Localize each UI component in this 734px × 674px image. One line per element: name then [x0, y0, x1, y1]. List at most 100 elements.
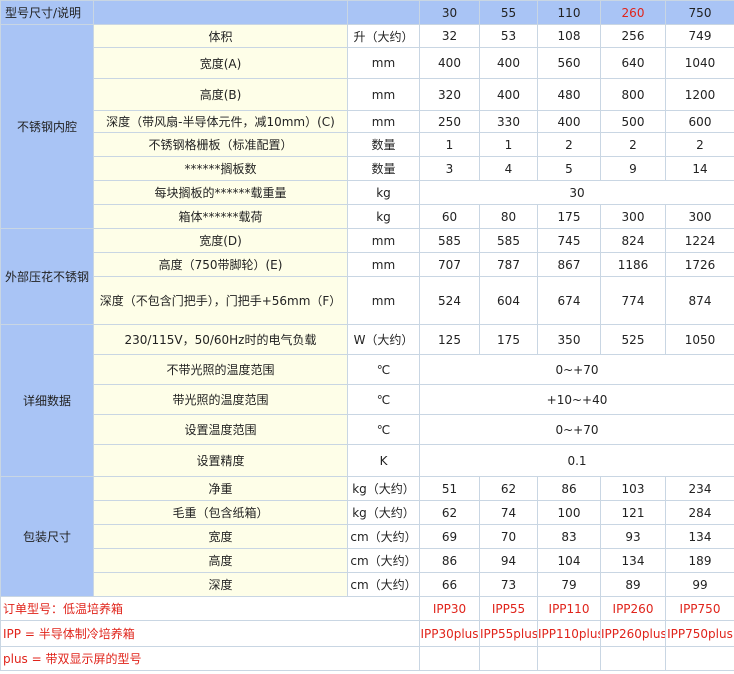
- model-header: 55: [479, 0, 538, 25]
- spec-value: 745: [537, 228, 601, 253]
- group-label: 详细数据: [0, 324, 94, 477]
- order-model: IPP260plus: [600, 620, 666, 647]
- spec-row: 宽度(A) mm 400 400 560 640 1040: [1, 47, 734, 79]
- spec-value: 250: [419, 110, 480, 133]
- spec-value: 1726: [665, 252, 734, 277]
- spec-unit: ℃: [347, 414, 420, 445]
- spec-unit: mm: [347, 78, 420, 111]
- spec-value: 400: [479, 78, 538, 111]
- spec-value: 525: [600, 324, 666, 355]
- spec-unit: ℃: [347, 384, 420, 415]
- spec-label: 箱体******载荷: [93, 204, 348, 229]
- spec-label: 毛重（包含纸箱）: [93, 500, 348, 525]
- order-model: IPP55plus: [479, 620, 538, 647]
- spec-label: 带光照的温度范围: [93, 384, 348, 415]
- spec-value: 66: [419, 572, 480, 597]
- spec-row: 高度(B) mm 320 400 480 800 1200: [1, 78, 734, 111]
- spec-unit: 数量: [347, 156, 420, 181]
- spec-value: 32: [419, 24, 480, 48]
- order-model: [419, 646, 480, 671]
- spec-label: 每块搁板的******载重量: [93, 180, 348, 205]
- spec-value: 1200: [665, 78, 734, 111]
- spec-value: 14: [665, 156, 734, 181]
- order-row: 订单型号：低温培养箱 IPP30 IPP55 IPP110 IPP260 IPP750: [0, 596, 734, 621]
- spec-value: 134: [600, 548, 666, 573]
- spec-value: 53: [479, 24, 538, 48]
- spec-value: 0.1: [419, 444, 734, 477]
- spec-value: 1224: [665, 228, 734, 253]
- group-label: 包装尺寸: [0, 476, 94, 597]
- spec-value: 89: [600, 572, 666, 597]
- spec-label: 不带光照的温度范围: [93, 354, 348, 385]
- spec-value: 300: [665, 204, 734, 229]
- spec-row: 毛重（包含纸箱） kg（大约） 62 74 100 121 284: [1, 500, 734, 525]
- spec-value: 125: [419, 324, 480, 355]
- spec-row: 每块搁板的******载重量 kg 30: [1, 180, 734, 205]
- spec-value: 320: [419, 78, 480, 111]
- model-header: 110: [537, 0, 601, 25]
- spec-unit: mm: [347, 228, 420, 253]
- spec-row: 不带光照的温度范围 ℃ 0~+70: [1, 354, 734, 385]
- spec-value: 79: [537, 572, 601, 597]
- spec-value: 70: [479, 524, 538, 549]
- spec-label: 深度（不包含门把手），门把手+56mm（F）: [93, 276, 348, 325]
- spec-value: 800: [600, 78, 666, 111]
- order-model: IPP260: [600, 596, 666, 621]
- spec-value: 600: [665, 110, 734, 133]
- spec-value: 2: [537, 132, 601, 157]
- spec-unit: mm: [347, 252, 420, 277]
- spec-row: 宽度 cm（大约） 69 70 83 93 134: [1, 524, 734, 549]
- model-header: 750: [665, 0, 734, 25]
- spec-label: 高度(B): [93, 78, 348, 111]
- spec-value: 787: [479, 252, 538, 277]
- spec-value: 524: [419, 276, 480, 325]
- spec-value: 330: [479, 110, 538, 133]
- spec-label: 设置温度范围: [93, 414, 348, 445]
- spec-row: 深度 cm（大约） 66 73 79 89 99: [1, 572, 734, 597]
- spec-row: 箱体******载荷 kg 60 80 175 300 300: [1, 204, 734, 229]
- spec-value: 2: [600, 132, 666, 157]
- order-model: [537, 646, 601, 671]
- spec-value: 175: [479, 324, 538, 355]
- spec-value: 256: [600, 24, 666, 48]
- spec-label: 净重: [93, 476, 348, 501]
- spec-value: 2: [665, 132, 734, 157]
- spec-value: 134: [665, 524, 734, 549]
- spec-value: 480: [537, 78, 601, 111]
- spec-value: 93: [600, 524, 666, 549]
- spec-value: 60: [419, 204, 480, 229]
- spec-unit: K: [347, 444, 420, 477]
- spec-value: 175: [537, 204, 601, 229]
- header-blank: [93, 0, 348, 25]
- spec-label: 230/115V，50/60Hz时的电气负载: [93, 324, 348, 355]
- spec-unit: cm（大约）: [347, 548, 420, 573]
- spec-unit: mm: [347, 110, 420, 133]
- order-model: IPP110: [537, 596, 601, 621]
- spec-value: 749: [665, 24, 734, 48]
- spec-unit: mm: [347, 276, 420, 325]
- spec-row: 不锈钢格栅板（标准配置） 数量 1 1 2 2 2: [1, 132, 734, 157]
- spec-value: 500: [600, 110, 666, 133]
- spec-label: 体积: [93, 24, 348, 48]
- order-note: IPP = 半导体制冷培养箱: [0, 620, 420, 647]
- spec-value: 94: [479, 548, 538, 573]
- spec-value: 1186: [600, 252, 666, 277]
- spec-value: 69: [419, 524, 480, 549]
- spec-value: 51: [419, 476, 480, 501]
- order-model: [479, 646, 538, 671]
- spec-value: 1: [419, 132, 480, 157]
- spec-value: 585: [479, 228, 538, 253]
- spec-row: 高度（750带脚轮）(E) mm 707 787 867 1186 1726: [1, 252, 734, 277]
- spec-row: 带光照的温度范围 ℃ +10~+40: [1, 384, 734, 415]
- order-row: plus = 带双显示屏的型号: [0, 646, 734, 671]
- spec-value: 62: [479, 476, 538, 501]
- spec-label: ******搁板数: [93, 156, 348, 181]
- spec-value: 99: [665, 572, 734, 597]
- spec-value: 3: [419, 156, 480, 181]
- spec-value: 121: [600, 500, 666, 525]
- spec-row: 深度（不包含门把手），门把手+56mm（F） mm 524 604 674 774 874: [1, 276, 734, 325]
- model-header: 30: [419, 0, 480, 25]
- spec-value: 73: [479, 572, 538, 597]
- spec-label: 深度（带风扇-半导体元件，减10mm）(C): [93, 110, 348, 133]
- spec-row: 深度（带风扇-半导体元件，减10mm）(C) mm 250 330 400 500 600: [1, 110, 734, 133]
